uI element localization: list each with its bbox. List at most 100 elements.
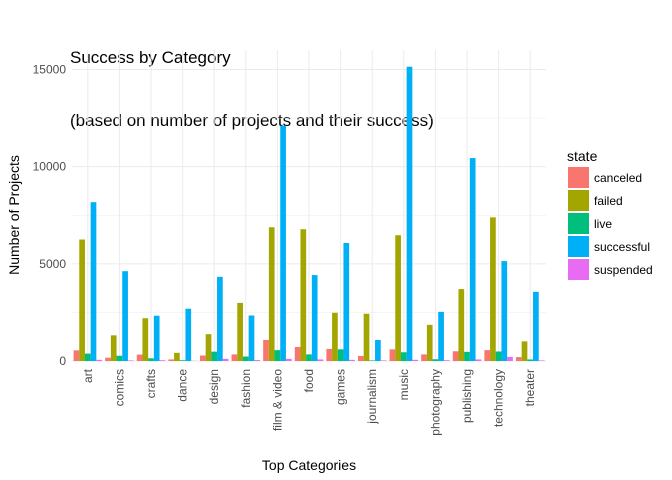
bar-suspended [127,360,134,361]
chart-subtitle-line: (based on number of projects and their s… [70,111,434,130]
bar-successful [469,158,476,361]
x-tick-label: crafts [144,369,158,398]
bar-layer [73,66,545,361]
y-tick-label: 5000 [39,257,66,271]
bar-live [84,353,91,361]
x-tick-label: film & video [270,369,284,431]
bar-suspended [159,360,166,361]
bar-failed [237,302,243,361]
x-tick-label: technology [492,369,506,427]
bar-failed [174,352,180,361]
legend-label-successful: successful [594,240,650,254]
bar-failed [426,324,433,361]
bar-suspended [349,359,355,361]
y-tick-label: 15000 [33,62,67,76]
legend-swatch-suspended [568,259,589,280]
bar-successful [375,340,381,361]
bar-successful [217,276,223,361]
bar-successful [185,308,192,361]
x-tick-label: games [334,369,348,405]
x-tick-label: publishing [460,369,474,423]
legend-label-live: live [594,217,612,231]
bar-suspended [507,356,513,361]
bar-canceled [199,355,206,361]
bar-successful [248,315,255,361]
bar-canceled [421,354,427,361]
bar-canceled [484,350,491,361]
bar-live [274,350,281,361]
bar-failed [395,235,401,361]
y-axis-title: Number of Projects [6,155,22,275]
bar-failed [205,334,212,361]
bar-canceled [389,349,396,361]
legend-label-suspended: suspended [594,263,653,277]
bar-canceled [452,351,459,361]
bar-failed [300,229,307,361]
bar-failed [458,289,465,361]
bar-suspended [222,358,229,361]
bar-suspended [380,360,387,361]
bar-successful [406,66,413,361]
bar-live [148,358,154,361]
bar-suspended [475,359,482,361]
bar-live [400,352,407,361]
x-tick-label: theater [523,369,537,406]
bar-suspended [254,360,261,361]
legend-swatch-canceled [568,167,589,188]
x-axis: art comics crafts dance design fashion film & … [81,368,537,435]
x-tick-label: comics [112,369,126,406]
bar-live [527,359,534,361]
bar-successful [90,202,97,361]
bar-failed [110,335,117,361]
x-tick-label: journalism [365,369,379,425]
y-axis: 0 5000 10000 15000 [33,62,67,368]
bar-failed [332,312,338,361]
x-tick-label: art [81,368,95,383]
bar-canceled [326,348,333,361]
bar-suspended [285,358,292,361]
bar-canceled [357,355,364,361]
bar-failed [490,217,496,361]
legend-items: canceled failed live successful suspended [568,167,653,280]
x-tick-label: dance [176,369,190,402]
bar-suspended [443,360,450,361]
bar-failed [363,313,370,361]
legend-label-failed: failed [594,194,623,208]
x-tick-label: music [397,369,411,400]
legend-swatch-live [568,213,589,234]
bar-successful [343,243,350,361]
bar-successful [533,291,539,361]
bar-suspended [317,359,324,361]
bar-live [464,351,470,361]
bar-failed [142,318,149,361]
bar-live [211,351,218,361]
bar-canceled [263,340,269,361]
bar-failed [521,341,528,361]
bar-successful [280,125,286,361]
bar-canceled [294,347,301,361]
bar-successful [311,275,318,361]
x-tick-label: fashion [239,369,253,408]
bar-live [306,354,312,361]
chart-title: Success by Category (based on number of … [70,5,434,152]
legend-label-canceled: canceled [594,171,642,185]
y-tick-label: 10000 [33,160,67,174]
bar-failed [79,239,85,361]
bar-canceled [231,354,238,361]
bar-live [432,359,439,361]
bar-live [116,355,123,361]
bar-canceled [136,354,143,361]
legend-swatch-failed [568,190,589,211]
x-tick-label: design [207,369,221,404]
chart-title-line: Success by Category [70,48,231,67]
legend-title: state [567,148,598,164]
bar-suspended [96,359,103,361]
bar-canceled [73,350,80,361]
bar-successful [438,311,444,361]
bar-suspended [538,360,545,361]
bar-canceled [105,357,111,361]
legend: state canceled failed live successful suspen… [567,148,653,280]
bar-live [242,356,249,361]
legend-swatch-successful [568,236,589,257]
bar-failed [268,227,275,361]
